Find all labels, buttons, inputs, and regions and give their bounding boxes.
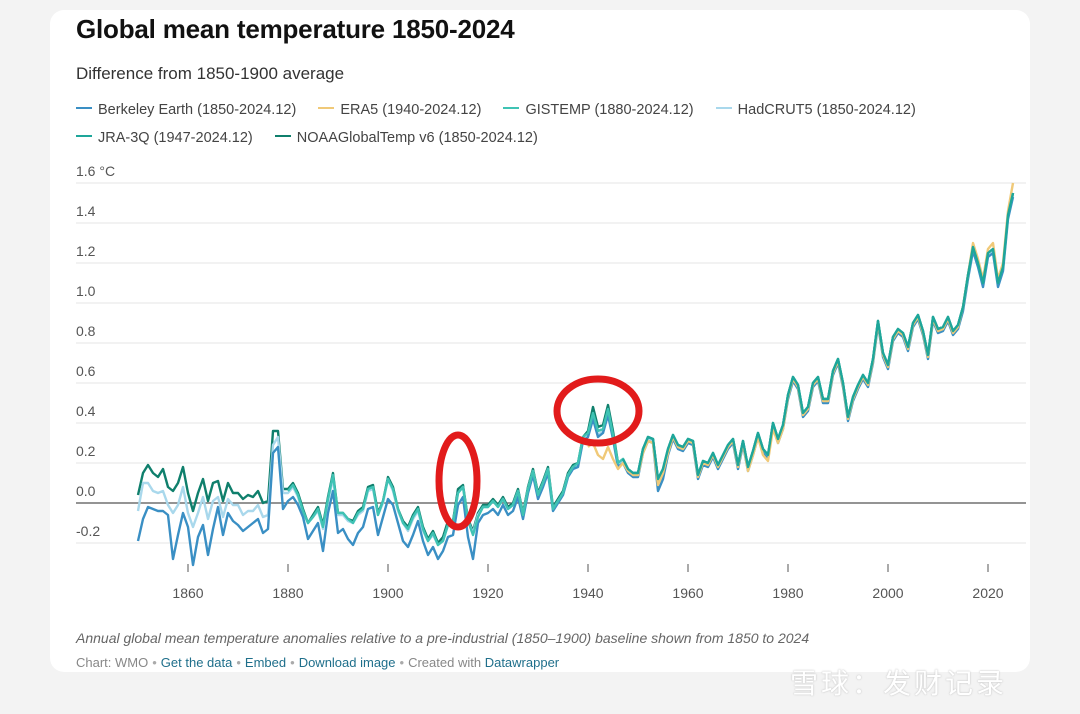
datawrapper-link[interactable]: Datawrapper	[484, 655, 560, 670]
chart-annotations	[435, 375, 643, 531]
legend-swatch	[76, 134, 92, 138]
y-tick-label: 0.2	[76, 443, 96, 459]
temperature-chart: 1.6 °C1.41.21.00.80.60.40.20.0-0.2 1860 1…	[76, 163, 1026, 601]
created-with-text: Created with	[408, 655, 482, 670]
y-tick-label: 0.4	[76, 403, 96, 419]
legend-swatch	[76, 106, 92, 110]
legend-swatch	[503, 106, 520, 110]
chart-subtitle: Difference from 1850-1900 average	[76, 64, 345, 83]
legend-item-jra3q: JRA-3Q (1947-2024.12)	[76, 124, 253, 152]
y-tick-label: 1.6 °C	[76, 163, 115, 179]
y-tick-label: 0.8	[76, 323, 96, 339]
legend-swatch	[318, 106, 335, 110]
download-image-link[interactable]: Download image	[298, 655, 396, 670]
legend-item-berkeley: Berkeley Earth (1850-2024.12)	[76, 96, 296, 124]
x-tick-label: 1960	[672, 585, 703, 601]
chart-grid	[76, 182, 1026, 572]
x-tick-label: 2020	[972, 585, 1003, 601]
legend-item-era5: ERA5 (1940-2024.12)	[318, 96, 481, 124]
legend-swatch	[715, 106, 732, 110]
series-line-gistemp	[287, 192, 1015, 547]
y-axis-labels: 1.6 °C 1.4 1.2 1.0 0.8 0.6 0.4 0.2 0.0 -0.2	[76, 163, 115, 539]
y-tick-label: 0.0	[76, 483, 96, 499]
legend-label: NOAAGlobalTemp v6 (1850-2024.12)	[296, 130, 538, 146]
chart-caption: Annual global mean temperature anomalies…	[76, 630, 810, 646]
legend-label: HadCRUT5 (1850-2024.12)	[737, 102, 916, 118]
y-tick-label: 1.0	[76, 283, 96, 299]
chart-legend: Berkeley Earth (1850-2024.12) ERA5 (1940…	[76, 96, 1036, 152]
x-tick-label: 1920	[472, 585, 503, 601]
embed-link[interactable]: Embed	[244, 655, 287, 670]
y-tick-label: 0.6	[76, 363, 96, 379]
chart-title: Global mean temperature 1850-2024	[76, 14, 515, 44]
legend-label: ERA5 (1940-2024.12)	[340, 102, 482, 118]
chart-card	[50, 10, 1030, 672]
x-tick-label: 1860	[172, 585, 203, 601]
x-tick-label: 2000	[872, 585, 903, 601]
legend-item-hadcrut5: HadCRUT5 (1850-2024.12)	[715, 96, 916, 124]
y-tick-label: -0.2	[76, 523, 100, 539]
y-tick-label: 1.4	[76, 203, 96, 219]
legend-item-gistemp: GISTEMP (1880-2024.12)	[503, 96, 694, 124]
chart-series	[136, 182, 1015, 567]
highlight-oval-1910s	[435, 431, 481, 531]
chart-source: Chart: WMO	[76, 655, 149, 670]
x-tick-label: 1980	[772, 585, 803, 601]
chart-footer: Chart: WMO • Get the data • Embed • Download i…	[76, 655, 560, 670]
get-data-link[interactable]: Get the data	[160, 655, 233, 670]
legend-label: Berkeley Earth (1850-2024.12)	[98, 102, 297, 118]
y-tick-label: 1.2	[76, 243, 96, 259]
x-tick-label: 1940	[572, 585, 603, 601]
legend-label: GISTEMP (1880-2024.12)	[525, 102, 694, 118]
watermark: 雪球：发财记录	[790, 667, 1008, 700]
x-tick-label: 1880	[272, 585, 303, 601]
highlight-oval-1940s	[553, 375, 643, 447]
series-line-jra-3q	[621, 192, 1015, 481]
legend-item-noaa: NOAAGlobalTemp v6 (1850-2024.12)	[274, 124, 538, 152]
x-tick-label: 1900	[372, 585, 403, 601]
legend-label: JRA-3Q (1947-2024.12)	[98, 130, 253, 146]
legend-swatch	[274, 134, 291, 138]
x-axis-labels: 1860 1880 1900 1920 1940 1960 1980 2000 2020	[172, 585, 1003, 601]
